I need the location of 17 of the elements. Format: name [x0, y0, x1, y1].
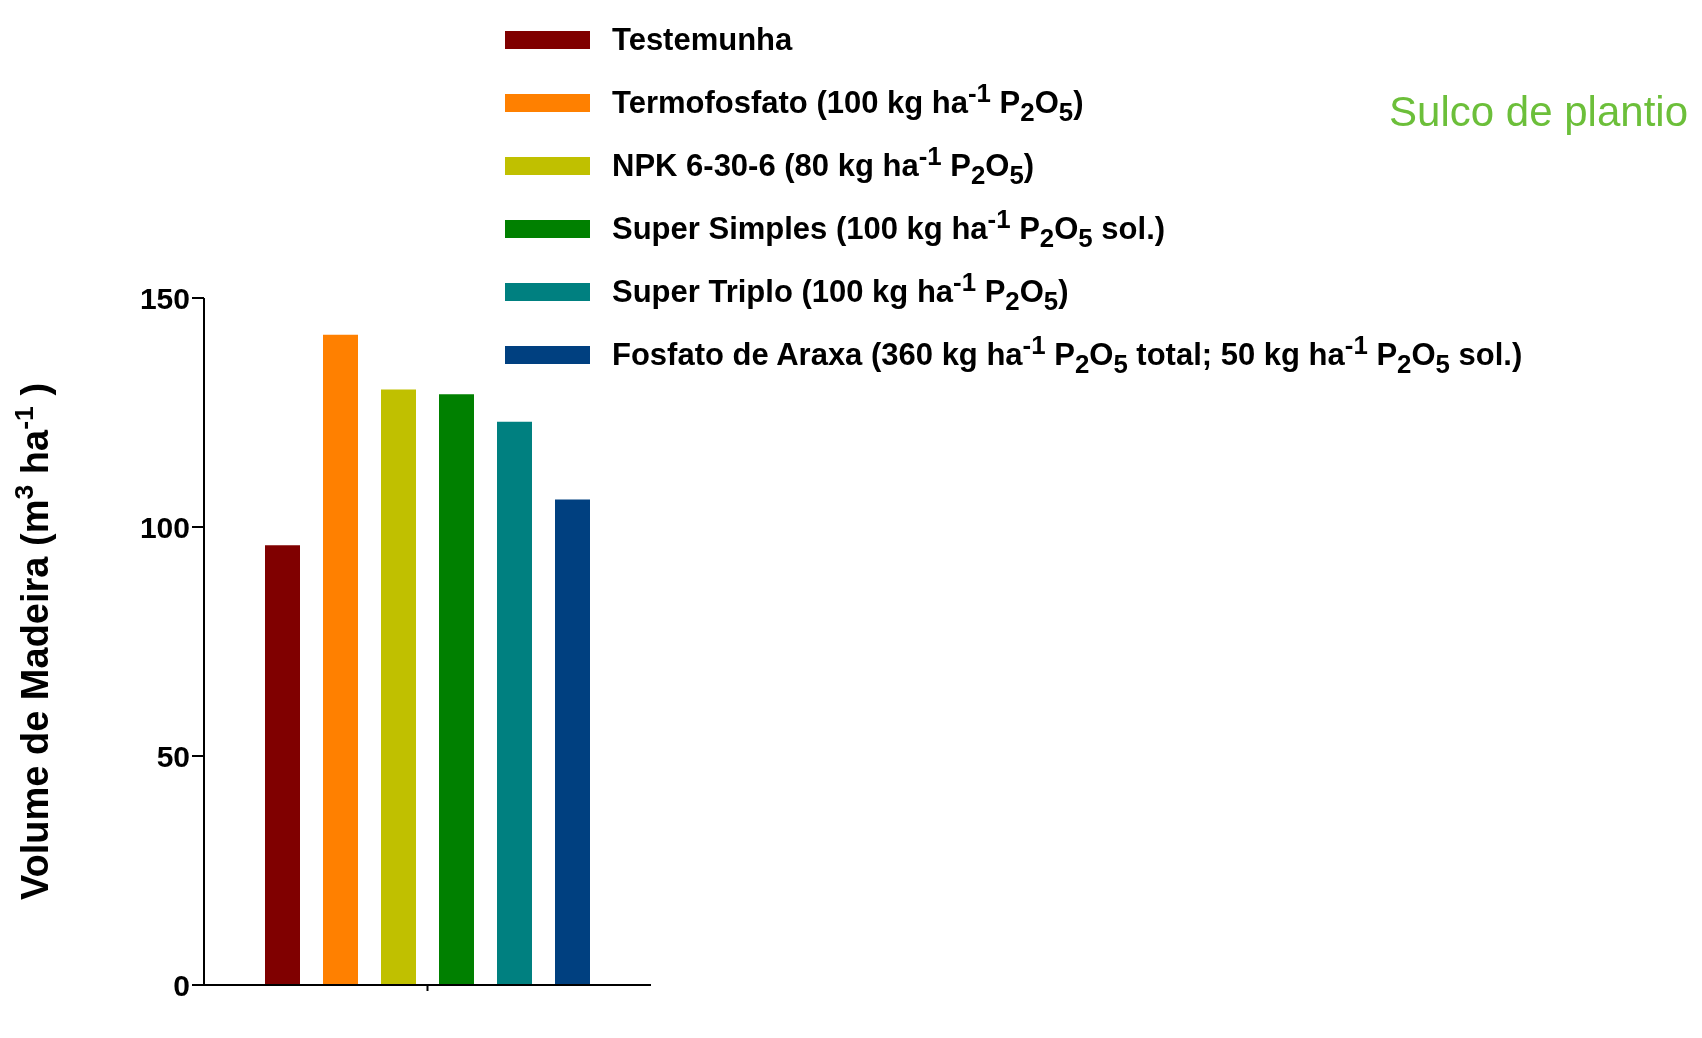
bar: [439, 394, 474, 985]
text: Sulco de plantio: [1389, 88, 1688, 136]
legend-label: Termofosfato (100 kg ha$^{-1}$ P$_{2}$O$_{5}$): [612, 78, 1084, 127]
bar: [323, 334, 358, 985]
bar: [265, 545, 300, 985]
y-tick-label: 0: [173, 968, 190, 1002]
y-tick-label: 100: [139, 510, 190, 544]
legend-label: Super Simples (100 kg ha$^{-1}$ P$_{2}$O$_{5}$ sol.): [612, 204, 1166, 253]
y-tick-label: 50: [156, 739, 190, 773]
legend-label: NPK 6-30-6 (80 kg ha$^{-1}$ P$_{2}$O$_{5}$): [612, 141, 1035, 190]
bar: [555, 499, 590, 985]
legend-label: Super Triplo (100 kg ha$^{-1}$ P$_{2}$O$_{5}$): [612, 267, 1069, 316]
bar: [497, 421, 532, 985]
bar: [381, 389, 416, 985]
text: Fosfato de Araxa (360 kg ha$^{-1}$ P$_{2}$O$_{5}$ total; 50 kg ha$^{-1}$ P$_{2}$O$_{5}$ sol.): [612, 330, 1523, 378]
legend-label: Testemunha: [612, 21, 793, 58]
y-tick-label: 150: [139, 281, 190, 315]
